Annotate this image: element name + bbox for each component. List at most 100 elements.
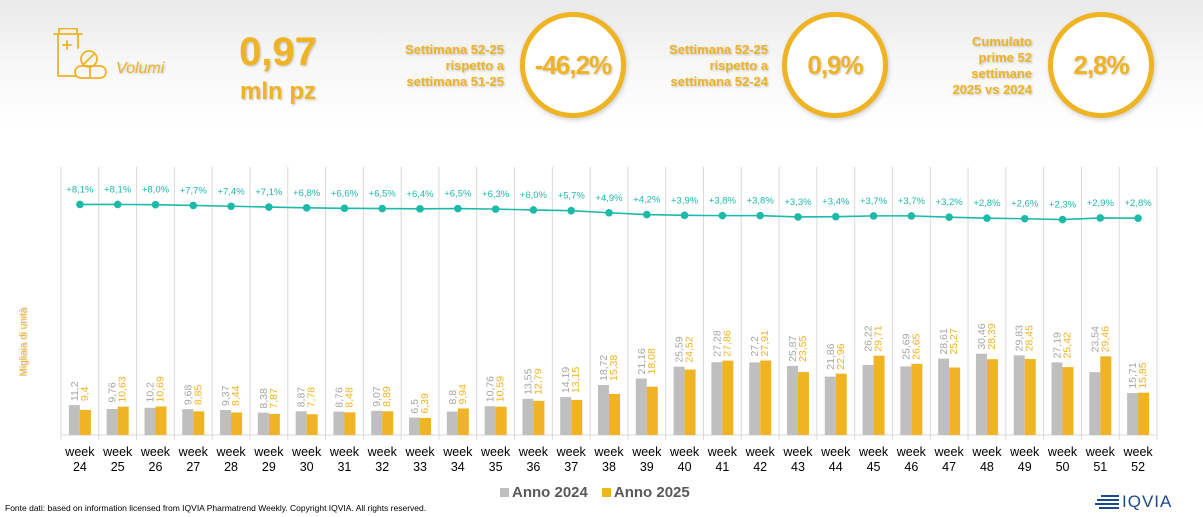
cumulative-growth-point (983, 214, 991, 223)
cumulative-growth-point (113, 200, 122, 209)
bar-label-2025: 10,59 (495, 376, 507, 402)
cumulative-growth-label: +4,9% (595, 193, 623, 204)
bar-2025 (117, 406, 129, 435)
bar-2024 (560, 397, 572, 435)
comparison-week-vs-prev-week-value: -46,2% (534, 49, 612, 80)
cumulative-growth-point (680, 211, 689, 220)
cumulative-growth-point (454, 204, 462, 213)
x-tick-label: week (631, 445, 662, 459)
bar-label-2024: 6,5 (409, 399, 421, 414)
x-tick-label: 42 (753, 460, 767, 474)
cumulative-growth-label: +6,8% (293, 188, 321, 199)
x-tick-label: week (329, 445, 360, 459)
x-tick-label: week (64, 445, 95, 459)
x-axis-layer: week24week25week26week27week28week29week… (64, 445, 1153, 474)
description-line: settimana 52-24 (670, 74, 768, 89)
cumulative-growth-label: +3,9% (671, 195, 699, 206)
bar-2025 (571, 399, 583, 435)
x-tick-label: week (518, 445, 549, 459)
cumulative-growth-point (642, 210, 651, 219)
bar-label-2025: 23,55 (797, 335, 809, 361)
bar-2024 (182, 409, 194, 435)
bar-2025 (1024, 359, 1036, 435)
bar-2025 (1138, 392, 1150, 435)
cumulative-growth-point (907, 212, 916, 220)
bar-2024 (1013, 355, 1025, 435)
bar-label-2024: 25,87 (787, 335, 799, 361)
x-tick-label: 34 (451, 460, 465, 474)
bar-2025 (495, 406, 507, 435)
x-tick-label: week (820, 445, 851, 459)
iqvia-logo-mark-icon (1095, 495, 1119, 509)
bar-label-2024: 8,8 (447, 390, 459, 405)
bar-label-2024: 21,16 (636, 348, 648, 374)
bar-2025 (722, 360, 734, 435)
bar-2025 (420, 417, 432, 435)
bar-label-2024: 27,28 (711, 330, 723, 356)
legend-item-2024: Anno 2024 (500, 484, 588, 501)
x-tick-label: 47 (942, 460, 956, 474)
cumulative-growth-label: +3,8% (709, 196, 737, 207)
bar-2025 (306, 414, 318, 435)
bar-label-2025: 10,63 (117, 376, 129, 402)
x-tick-label: week (1047, 445, 1078, 459)
bar-label-2024: 9,68 (182, 385, 194, 406)
x-tick-label: week (140, 445, 171, 459)
bar-label-2024: 14,19 (560, 367, 572, 393)
bar-2024 (900, 366, 912, 435)
cumulative-growth-label: +6,6% (331, 188, 359, 199)
cumulative-growth-label: +2,8% (1125, 198, 1153, 209)
cumulative-growth-point (378, 204, 387, 213)
bar-label-2025: 8,85 (192, 385, 204, 406)
bar-label-2025: 26,65 (910, 333, 922, 359)
cumulative-growth-point (302, 204, 311, 212)
bar-label-2024: 26,22 (863, 325, 875, 351)
bar-2025 (609, 393, 620, 435)
cumulative-growth-label: +7,1% (255, 187, 283, 198)
cumulative-growth-label: +2,9% (1087, 198, 1115, 209)
bar-label-2024: 23,54 (1089, 326, 1101, 352)
cumulative-growth-point (189, 201, 198, 210)
comparison-cumulative-description: Cumulato prime 52 settimane 2025 vs 2024 (930, 34, 1032, 98)
bar-2024 (1127, 393, 1139, 435)
x-tick-label: week (1009, 445, 1040, 459)
legend-swatch-2025 (601, 488, 611, 497)
bar-2024 (409, 417, 421, 435)
x-tick-label: 27 (186, 460, 200, 474)
bar-2025 (193, 411, 205, 435)
bar-label-2025: 12,79 (532, 368, 544, 394)
bar-2024 (1089, 372, 1101, 435)
cumulative-growth-point (529, 206, 538, 214)
bar-label-2025: 25,27 (948, 328, 960, 354)
bar-2025 (155, 406, 167, 435)
x-tick-label: week (896, 445, 927, 459)
bar-label-2025: 28,45 (1024, 325, 1036, 351)
description-line: prime 52 (978, 50, 1032, 65)
cumulative-growth-point (76, 200, 84, 209)
x-tick-label: 28 (224, 460, 238, 474)
x-tick-label: 48 (980, 460, 994, 474)
bar-2024 (786, 365, 798, 435)
cumulative-growth-label: +7,4% (217, 186, 245, 197)
cumulative-growth-point (265, 203, 273, 211)
x-tick-label: week (367, 445, 398, 459)
x-tick-label: 31 (337, 460, 351, 474)
cumulative-growth-label: +3,4% (822, 197, 850, 208)
cumulative-growth-point (227, 202, 235, 211)
bar-label-2025: 8,48 (343, 387, 355, 408)
legend-label-2025: Anno 2025 (613, 484, 690, 501)
cumulative-growth-point (567, 206, 576, 215)
bar-label-2024: 28,61 (938, 328, 950, 354)
cumulative-growth-point (416, 205, 424, 213)
legend: Anno 2024 Anno 2025 (500, 484, 690, 501)
x-tick-label: week (971, 445, 1002, 459)
bar-2025 (873, 355, 885, 435)
bar-label-2024: 10,2 (144, 382, 156, 403)
x-tick-label: 40 (678, 460, 692, 474)
cumulative-growth-label: +3,7% (898, 196, 926, 207)
x-tick-label: week (215, 445, 246, 459)
bar-2024 (106, 408, 118, 435)
bar-label-2025: 7,87 (268, 388, 280, 409)
x-tick-label: week (858, 445, 889, 459)
x-tick-label: week (404, 445, 435, 459)
